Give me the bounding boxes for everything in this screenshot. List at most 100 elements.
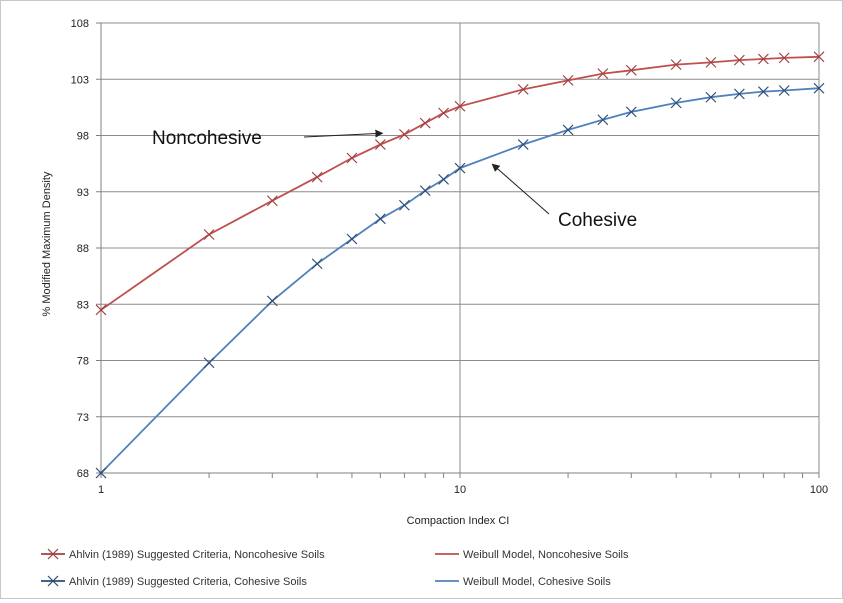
x-marker-stroke	[597, 68, 609, 80]
data-point	[625, 64, 637, 76]
series-markers	[95, 82, 825, 479]
data-series	[95, 51, 825, 479]
x-marker-stroke	[670, 97, 682, 109]
x-marker-stroke	[346, 233, 358, 245]
x-marker-stroke	[95, 304, 107, 316]
data-point	[517, 139, 529, 150]
x-marker-stroke	[374, 139, 386, 150]
x-marker-stroke	[438, 173, 449, 185]
data-point	[419, 185, 431, 197]
x-marker-stroke	[203, 229, 215, 240]
x-marker-stroke	[266, 195, 278, 207]
annotation-arrow	[303, 129, 384, 138]
data-point	[733, 54, 745, 66]
x-marker-stroke	[733, 88, 745, 100]
legend: Ahlvin (1989) Suggested Criteria, Noncoh…	[41, 548, 629, 588]
y-tick-label: 83	[77, 299, 89, 311]
data-point	[813, 51, 825, 63]
x-tick-labels: 1 10 100	[98, 484, 828, 496]
y-tick-label: 98	[77, 131, 89, 143]
y-tick-label: 103	[71, 74, 89, 86]
x-tick-label: 1	[98, 484, 104, 496]
x-marker-stroke	[813, 82, 825, 94]
data-point	[778, 85, 790, 96]
x-marker-stroke	[705, 56, 717, 68]
x-marker-stroke	[419, 117, 431, 129]
x-marker-stroke	[438, 107, 449, 119]
data-point	[517, 83, 529, 95]
data-point	[419, 117, 431, 129]
legend-entry: Ahlvin (1989) Suggested Criteria, Noncoh…	[41, 548, 325, 561]
data-point	[203, 357, 215, 369]
annotation-noncohesive: Noncohesive	[152, 128, 262, 149]
x-marker-stroke	[517, 83, 529, 95]
annotation-cohesive: Cohesive	[558, 210, 637, 231]
data-point	[95, 467, 107, 479]
data-point	[266, 295, 278, 307]
data-point	[374, 139, 386, 150]
x-marker-stroke	[705, 91, 717, 103]
x-marker-stroke	[517, 139, 529, 150]
data-point	[398, 128, 410, 140]
data-point	[705, 91, 717, 103]
data-point	[311, 171, 323, 183]
x-tick-label: 10	[454, 484, 466, 496]
x-marker-stroke	[454, 162, 466, 174]
x-axis-title: Compaction Index CI	[407, 515, 510, 527]
x-marker-stroke	[670, 59, 682, 71]
x-marker-stroke	[813, 51, 825, 63]
data-point	[562, 124, 574, 136]
legend-label: Weibull Model, Noncohesive Soils	[463, 549, 629, 561]
data-point	[311, 258, 323, 270]
x-marker-stroke	[757, 86, 769, 98]
x-marker-stroke	[47, 548, 59, 560]
data-point	[438, 107, 449, 119]
data-point	[203, 229, 215, 240]
legend-label: Ahlvin (1989) Suggested Criteria, Noncoh…	[69, 549, 325, 561]
data-point	[346, 233, 358, 245]
y-tick-labels: 68 73 78 83 88 93 98 103 108	[71, 18, 89, 480]
x-marker-stroke	[311, 258, 323, 270]
legend-label: Ahlvin (1989) Suggested Criteria, Cohesi…	[69, 576, 307, 588]
data-point	[757, 86, 769, 98]
x-marker-stroke	[95, 467, 107, 479]
x-marker-stroke	[454, 100, 466, 112]
data-point	[438, 173, 449, 185]
data-point	[562, 74, 574, 86]
x-marker-stroke	[562, 74, 574, 86]
data-point	[266, 195, 278, 207]
legend-entry: Ahlvin (1989) Suggested Criteria, Cohesi…	[41, 575, 307, 588]
data-point	[398, 199, 410, 211]
x-marker-stroke	[597, 114, 609, 126]
data-point	[625, 106, 637, 118]
y-tick-label: 88	[77, 243, 89, 255]
x-marker-stroke	[398, 128, 410, 140]
data-point	[454, 162, 466, 174]
x-marker-stroke	[398, 199, 410, 211]
data-point	[757, 53, 769, 65]
y-tick-label: 78	[77, 356, 89, 368]
legend-marker	[47, 575, 59, 587]
x-marker-stroke	[419, 185, 431, 197]
x-marker-stroke	[625, 106, 637, 118]
data-point	[346, 152, 358, 164]
legend-marker	[47, 548, 59, 560]
y-tick-label: 108	[71, 18, 89, 30]
x-marker-stroke	[562, 124, 574, 136]
series-markers	[95, 51, 825, 316]
data-point	[597, 68, 609, 80]
x-marker-stroke	[203, 357, 215, 369]
data-point	[733, 88, 745, 100]
legend-label: Weibull Model, Cohesive Soils	[463, 576, 611, 588]
legend-entry: Weibull Model, Cohesive Soils	[435, 576, 611, 588]
x-marker-stroke	[311, 171, 323, 183]
series-line	[100, 55, 820, 311]
annotations: Noncohesive Cohesive	[152, 128, 637, 231]
y-tick-label: 68	[77, 468, 89, 480]
x-marker-stroke	[47, 575, 59, 587]
data-point	[670, 97, 682, 109]
data-point	[374, 213, 386, 225]
x-marker-stroke	[266, 295, 278, 307]
